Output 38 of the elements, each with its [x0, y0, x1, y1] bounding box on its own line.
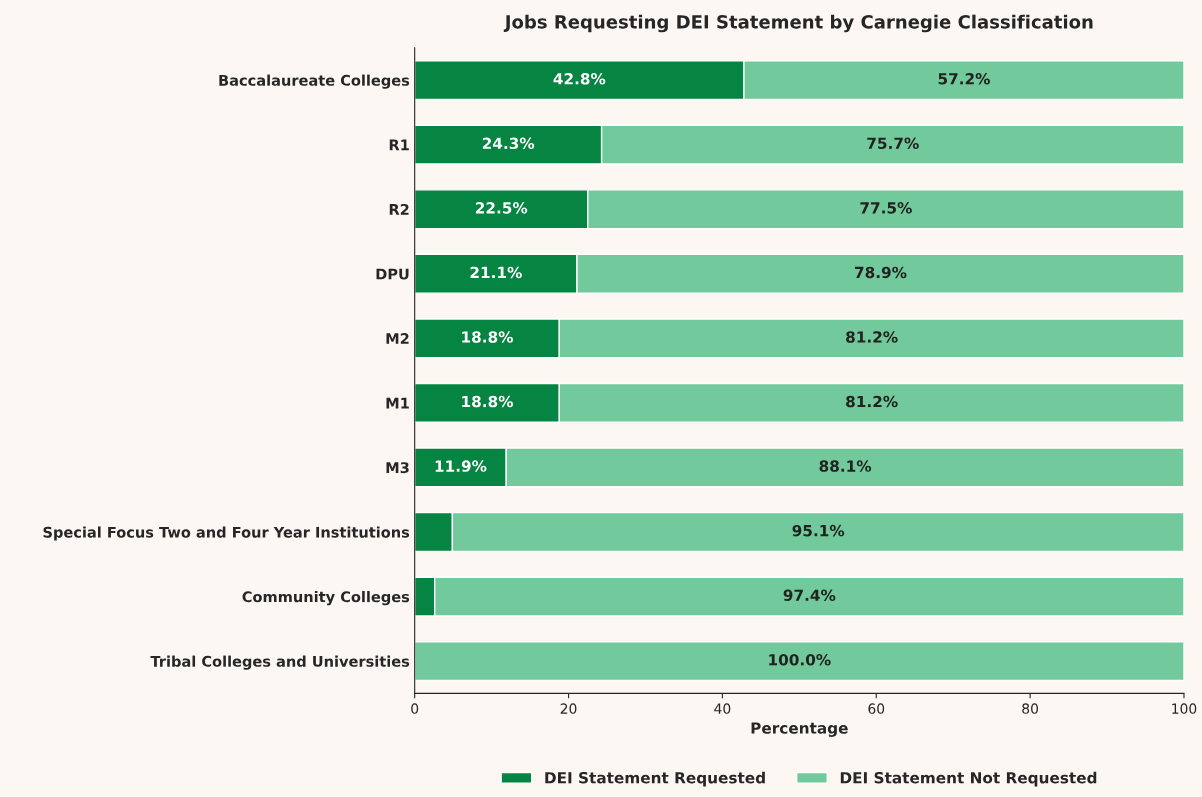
data-label: 97.4%: [783, 589, 836, 601]
data-label: 22.5%: [475, 202, 528, 214]
data-label: 21.1%: [470, 266, 522, 279]
legend-label: DEI Statement Not Requested: [840, 771, 1097, 787]
data-label: 100.0%: [769, 653, 831, 666]
y-tick-label: Baccalaureate Colleges: [219, 74, 410, 89]
data-label: 75.7%: [867, 137, 919, 150]
y-tick-label: Community Colleges: [242, 591, 410, 606]
data-label: 18.8%: [462, 331, 514, 343]
y-tick-label: R2: [389, 203, 409, 215]
x-tick-label: 0: [411, 703, 419, 714]
data-label: 24.3%: [482, 137, 535, 150]
y-tick-label: DPU: [376, 268, 409, 280]
data-label: 81.2%: [846, 331, 898, 343]
data-label: 18.8%: [462, 395, 514, 408]
y-tick-label: R1: [389, 139, 409, 151]
x-tick-label: 40: [714, 703, 731, 714]
y-tick-label: M1: [386, 397, 409, 409]
x-tick-label: 80: [1022, 703, 1039, 714]
y-tick-label: Tribal Colleges and Universities: [150, 655, 410, 670]
y-tick-label: Special Focus Two and Four Year Institutions: [43, 526, 410, 541]
data-label: 88.1%: [819, 460, 872, 472]
data-label: 95.1%: [792, 524, 845, 537]
chart-title: Jobs Requesting DEI Statement by Carnegie Classification: [503, 14, 1093, 33]
data-label: 81.2%: [846, 395, 898, 408]
data-label: 77.5%: [860, 202, 912, 214]
legend-label: DEI Statement Requested: [545, 771, 765, 787]
data-label: 57.2%: [938, 72, 990, 85]
y-tick-label: M3: [386, 462, 409, 474]
data-label: 42.8%: [553, 72, 606, 85]
data-label: 11.9%: [435, 460, 487, 472]
x-tick-label: 20: [560, 703, 577, 714]
y-tick-label: M2: [386, 333, 409, 344]
data-label: 78.9%: [855, 266, 907, 279]
bar: [414, 641, 1184, 682]
x-tick-label: 100: [1172, 703, 1197, 714]
x-tick-label: 60: [868, 703, 885, 714]
x-axis-title: Percentage: [751, 722, 848, 737]
